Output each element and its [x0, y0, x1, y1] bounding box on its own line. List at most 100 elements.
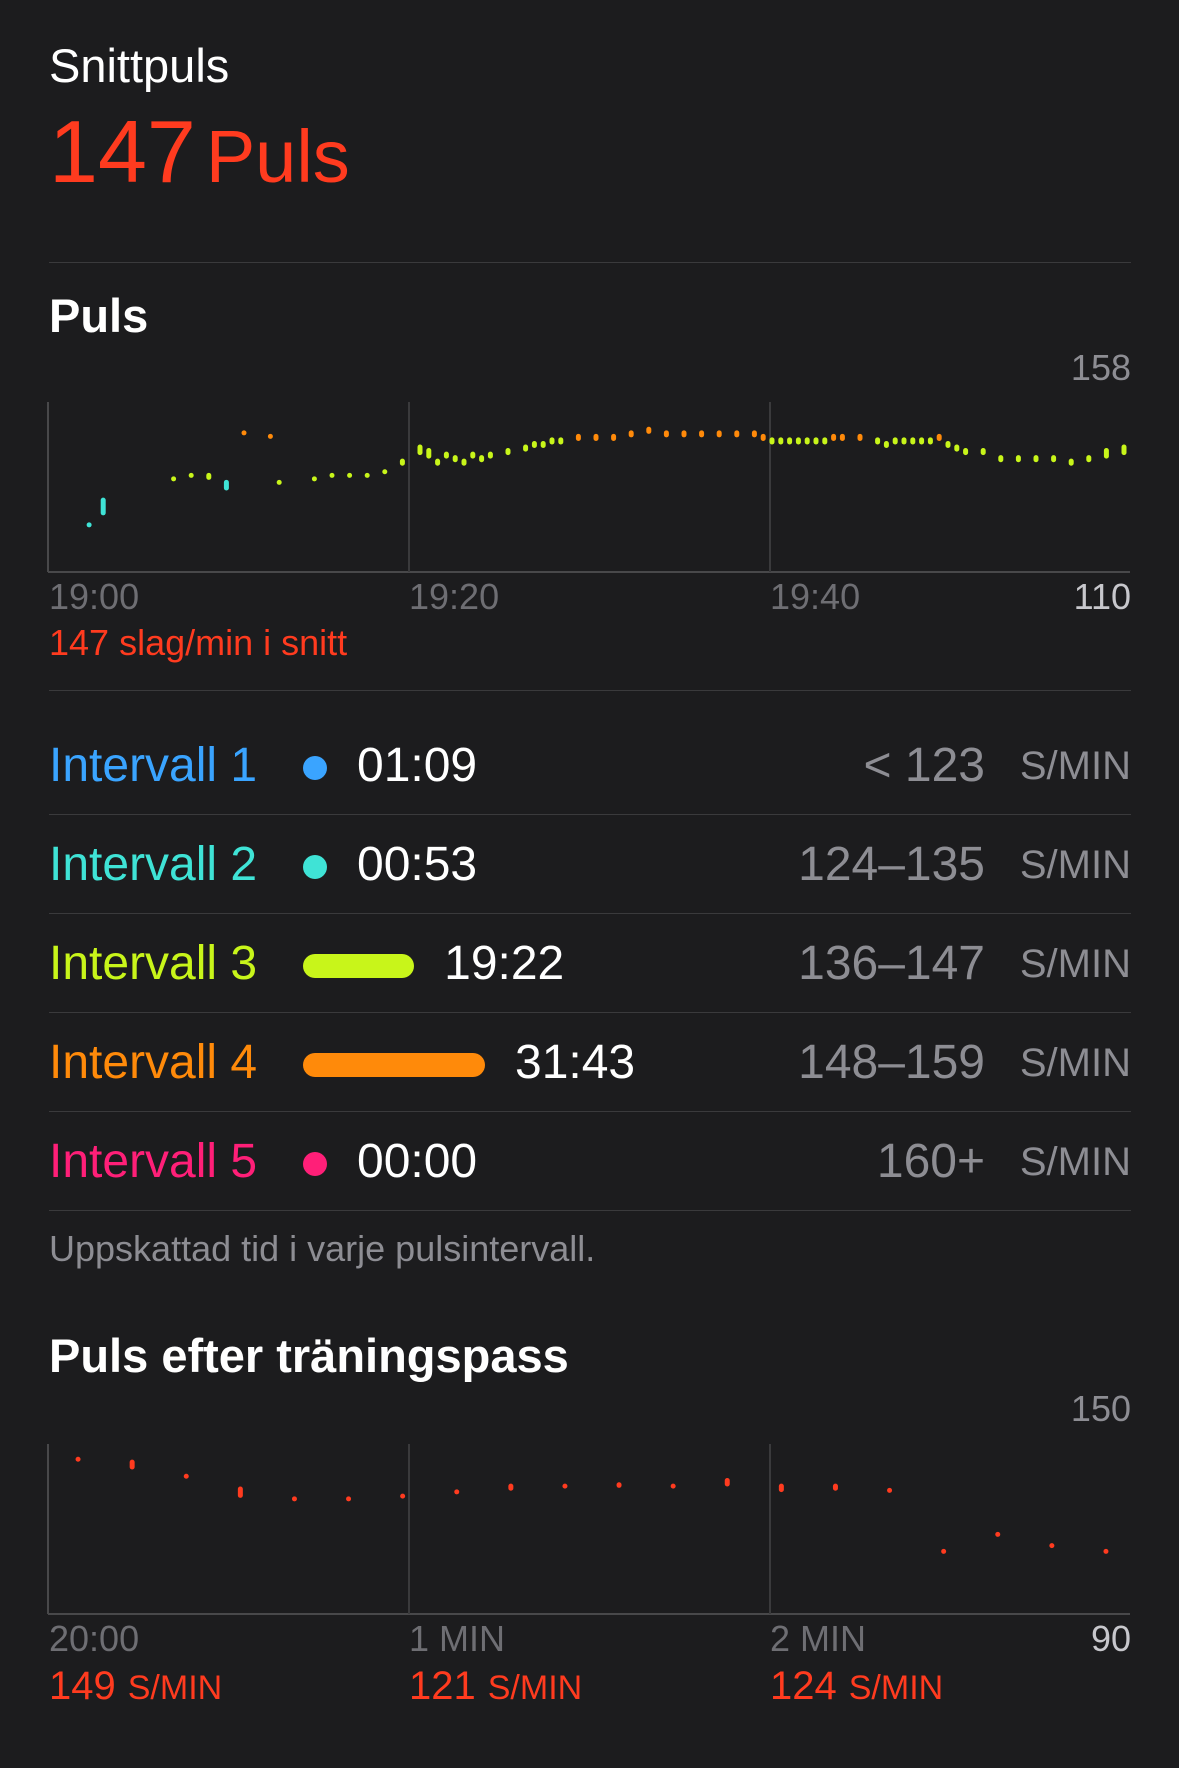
zone-name: Intervall 5 [49, 1135, 258, 1188]
zone-range: 124–135 [798, 838, 985, 891]
zone-divider [49, 814, 1131, 815]
hr-bar [681, 430, 687, 438]
zone-time: 00:53 [357, 838, 478, 891]
zone-row-2[interactable]: Intervall 2 00:53 124–135 S/MIN [49, 815, 1131, 914]
zone-name: Intervall 1 [49, 739, 258, 792]
recovery-value-2: 124 S/MIN [770, 1664, 943, 1709]
recovery-bar [616, 1482, 622, 1488]
hr-bar [1051, 455, 1057, 463]
hr-bar [963, 448, 969, 456]
recovery-bar [887, 1487, 893, 1493]
zone-name: Intervall 4 [49, 1036, 258, 1089]
hr-bar [1033, 455, 1039, 463]
zone-name: Intervall 3 [49, 937, 258, 990]
hr-average-caption: 147 slag/min i snitt [49, 622, 348, 663]
average-unit: Puls [205, 115, 350, 198]
hr-bar [813, 437, 819, 445]
recovery-chart-y-max: 150 [1070, 1388, 1131, 1429]
hr-bar [787, 437, 793, 445]
recovery-chart[interactable] [47, 1444, 1130, 1615]
recovery-bar [670, 1483, 676, 1489]
hr-bar [347, 472, 353, 478]
zone-unit: S/MIN [1019, 843, 1131, 887]
zone-row-4[interactable]: Intervall 4 31:43 148–159 S/MIN [49, 1013, 1131, 1112]
hr-bar [364, 472, 370, 478]
zone-time: 31:43 [515, 1036, 636, 1089]
hr-bar [86, 522, 92, 528]
hr-bar [417, 444, 423, 456]
hr-bar [452, 455, 458, 463]
hr-bar [487, 451, 493, 459]
hr-bar [399, 458, 405, 466]
hr-section-title: Puls [49, 289, 149, 342]
hr-bar [936, 433, 942, 441]
hr-bar [611, 433, 617, 441]
hr-bar [443, 451, 449, 459]
hr-bar [540, 440, 546, 449]
recovery-chart-x-tick-2: 2 MIN [770, 1618, 867, 1659]
recovery-bar [562, 1483, 568, 1489]
hr-bar [241, 430, 247, 436]
hr-bar [558, 437, 564, 445]
recovery-bar [454, 1489, 460, 1495]
hr-bar [470, 451, 476, 459]
zone-time: 00:00 [357, 1135, 478, 1188]
recovery-value-0: 149 S/MIN [49, 1664, 222, 1709]
hr-bar [769, 437, 775, 445]
zone-unit: S/MIN [1019, 744, 1131, 788]
hr-bar [822, 437, 828, 445]
average-value: 147 [49, 102, 196, 201]
zone-row-1[interactable]: Intervall 1 01:09 < 123 S/MIN [49, 716, 1131, 815]
hr-bar [1068, 458, 1074, 466]
hr-bar [1121, 444, 1127, 456]
recovery-bar [1049, 1543, 1055, 1549]
hr-bar [892, 437, 898, 445]
zone-range: < 123 [863, 739, 985, 792]
hr-bar [1086, 455, 1092, 463]
hr-bar [188, 472, 194, 478]
zone-name: Intervall 2 [49, 838, 258, 891]
recovery-value: 124 [770, 1664, 837, 1708]
hr-bar [329, 472, 335, 478]
hr-bar [382, 469, 388, 475]
recovery-chart-x-tick-0: 20:00 [49, 1618, 140, 1659]
hr-chart-x-tick-1: 19:20 [409, 576, 500, 617]
recovery-value-1: 121 S/MIN [409, 1664, 582, 1709]
zone-row-3[interactable]: Intervall 3 19:22 136–147 S/MIN [49, 914, 1131, 1013]
zone-row-5[interactable]: Intervall 5 00:00 160+ S/MIN [49, 1112, 1131, 1211]
hr-chart-x-tick-0: 19:00 [49, 576, 140, 617]
recovery-bar [400, 1493, 406, 1499]
hr-bar [311, 476, 317, 482]
zone-duration-bar [303, 954, 415, 978]
hr-bar [883, 440, 889, 449]
recovery-bar [1103, 1548, 1109, 1554]
hr-bar [206, 472, 212, 480]
hr-bar [778, 437, 784, 445]
recovery-bar [995, 1531, 1001, 1537]
hr-bar [171, 476, 177, 482]
hr-bar [593, 433, 599, 441]
hr-chart-y-max: 158 [1070, 347, 1131, 388]
recovery-section-title: Puls efter träningspass [49, 1329, 569, 1382]
zone-duration-bar [303, 1053, 485, 1077]
hr-chart-y-min: 110 [1073, 576, 1131, 617]
zone-unit: S/MIN [1019, 1041, 1131, 1085]
hr-bar [804, 437, 810, 445]
hr-bar [954, 444, 960, 452]
recovery-bar [291, 1496, 297, 1502]
zone-duration-bar [303, 1152, 327, 1176]
zone-unit: S/MIN [1019, 942, 1131, 986]
hr-bar [699, 430, 705, 438]
zone-duration-bar [303, 756, 327, 780]
hr-bar [223, 479, 229, 491]
recovery-chart-x-tick-1: 1 MIN [409, 1618, 506, 1659]
hr-bar [831, 433, 837, 441]
hr-bar [549, 437, 555, 445]
zone-duration-bar [303, 855, 327, 879]
zone-range: 160+ [876, 1135, 985, 1188]
hr-bar [927, 437, 933, 445]
recovery-value: 149 [49, 1664, 116, 1708]
divider [49, 262, 1131, 263]
hr-chart[interactable] [47, 402, 1130, 573]
hr-bar [716, 430, 722, 438]
